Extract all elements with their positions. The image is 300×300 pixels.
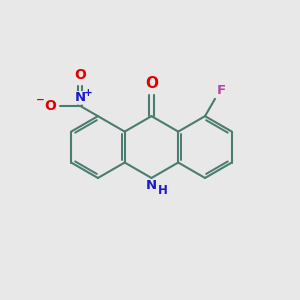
- Text: N: N: [74, 92, 86, 104]
- Text: N: N: [146, 179, 157, 192]
- Text: O: O: [74, 68, 86, 82]
- Text: H: H: [158, 184, 168, 197]
- Text: −: −: [36, 95, 44, 105]
- Text: F: F: [217, 84, 226, 97]
- Text: +: +: [84, 88, 93, 98]
- Text: O: O: [145, 76, 158, 91]
- Text: O: O: [44, 99, 56, 113]
